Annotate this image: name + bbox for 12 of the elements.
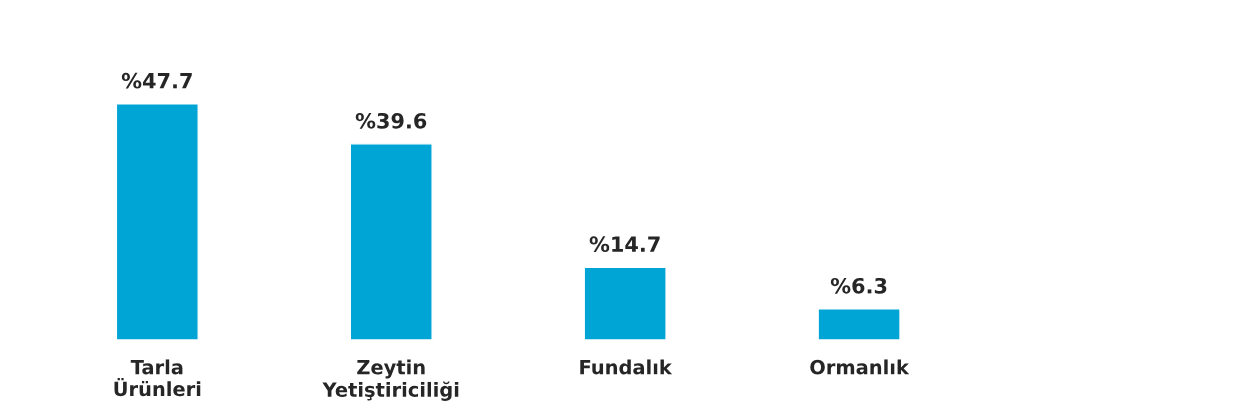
data-label: %39.6 <box>355 112 427 129</box>
bar <box>349 143 433 340</box>
data-label: %14.7 <box>589 236 660 253</box>
x-tick-label: Tarla Ürünleri <box>114 359 201 397</box>
data-label: %47.7 <box>121 72 192 89</box>
bar <box>817 308 901 340</box>
bar <box>583 266 667 340</box>
x-tick-label: Fundalık <box>580 359 673 375</box>
x-tick-label: Zeytin Yetiştiriciliği <box>322 359 459 401</box>
bar <box>115 103 199 340</box>
x-tick-label: Ormanlık <box>810 359 910 375</box>
data-label: %6.3 <box>830 277 887 294</box>
